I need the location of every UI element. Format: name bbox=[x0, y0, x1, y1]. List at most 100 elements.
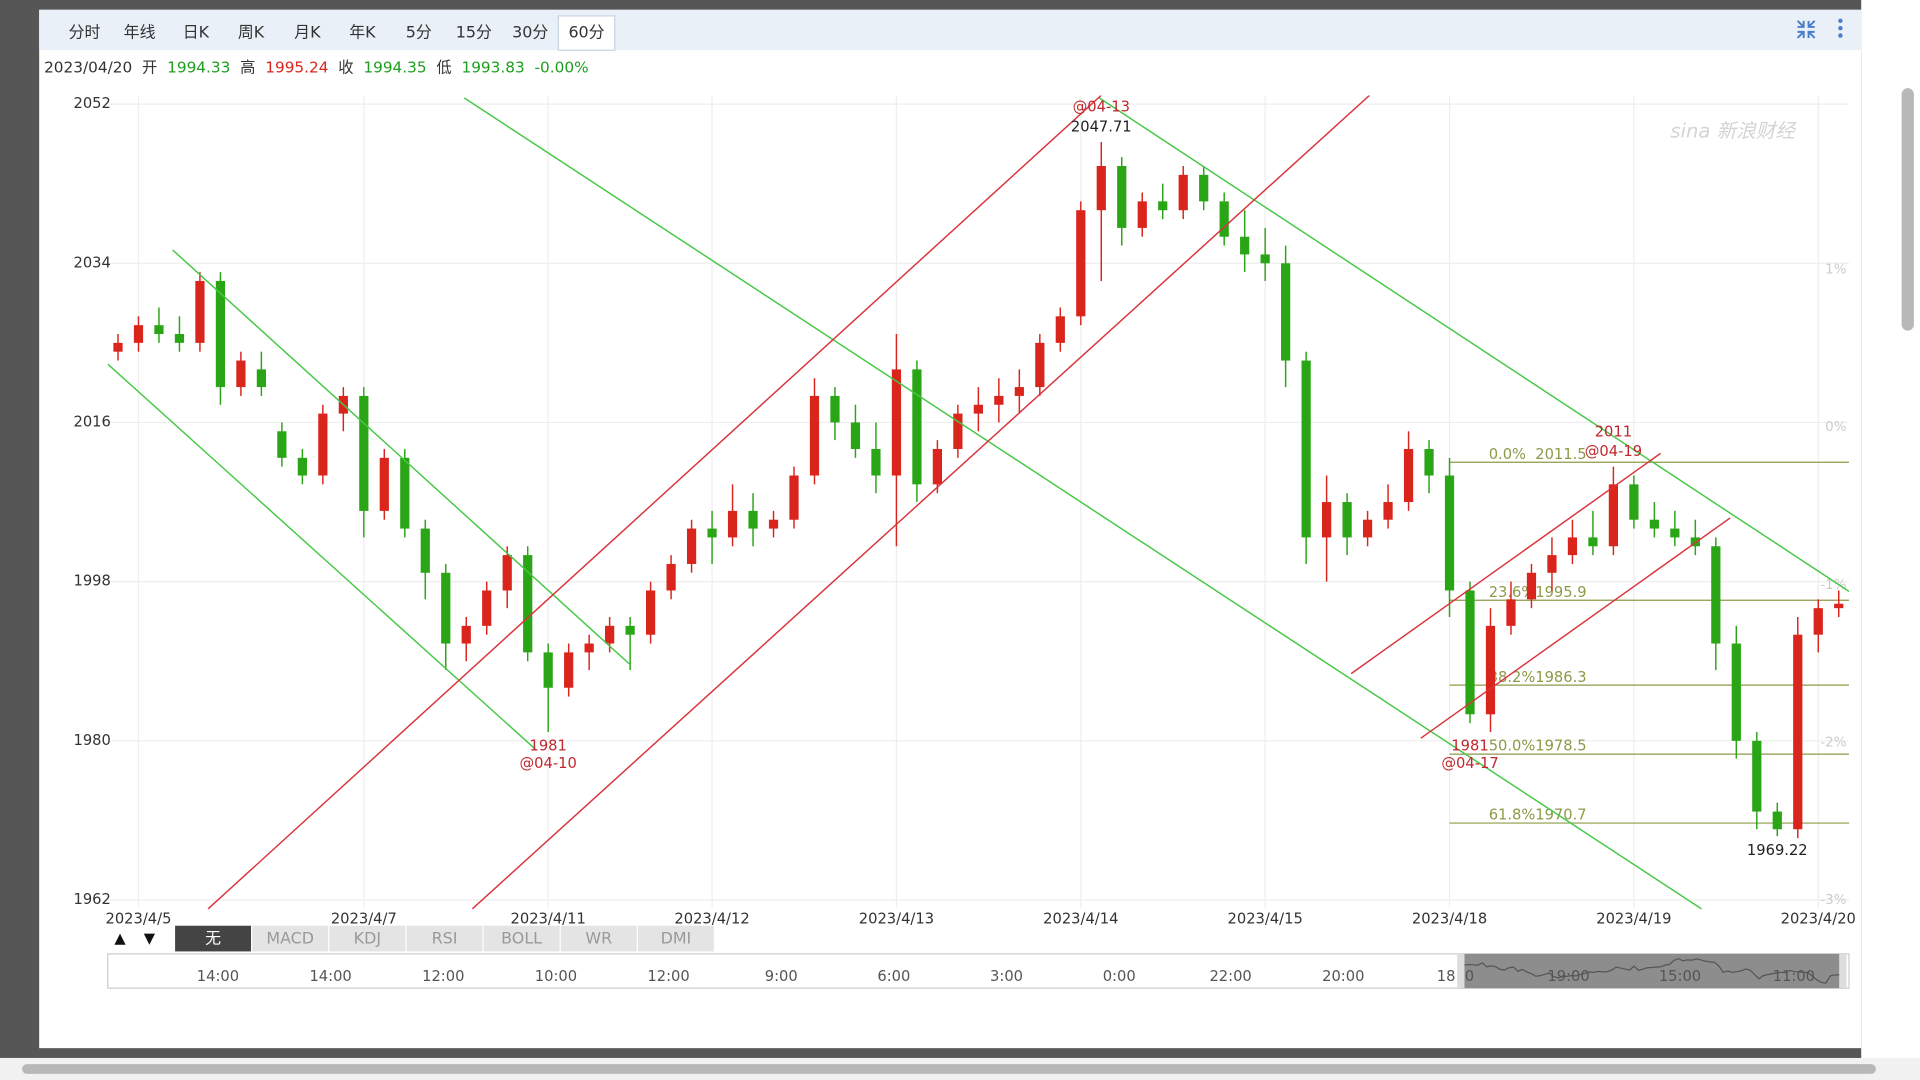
candle-body bbox=[1465, 590, 1475, 715]
y-tick-label: 1962 bbox=[73, 891, 110, 908]
candle-body bbox=[1117, 165, 1127, 228]
quote-close: 1994.35 bbox=[363, 58, 426, 76]
candle-body bbox=[768, 519, 779, 529]
candle-body bbox=[1281, 263, 1291, 361]
quote-open: 1994.33 bbox=[167, 58, 230, 76]
menu-icon[interactable] bbox=[1838, 18, 1843, 38]
candle-body bbox=[1322, 502, 1332, 538]
tab[interactable]: 5分 bbox=[406, 23, 432, 42]
indicator-tab-bg[interactable] bbox=[483, 925, 560, 952]
indicator-tab-bg[interactable] bbox=[329, 925, 406, 952]
candle-body bbox=[1813, 608, 1823, 635]
trend-line bbox=[1420, 517, 1731, 739]
indicator-tab-bg[interactable] bbox=[252, 925, 329, 952]
candle-body bbox=[1219, 201, 1229, 237]
active-tab[interactable] bbox=[557, 15, 616, 51]
indicator-tab-bg[interactable] bbox=[637, 925, 714, 952]
indicator-tab[interactable]: MACD bbox=[266, 929, 314, 948]
navigator-label: 12:00 bbox=[647, 968, 689, 985]
candle-body bbox=[1383, 502, 1393, 520]
navigator-handle[interactable] bbox=[1457, 953, 1465, 989]
tab[interactable]: 周K bbox=[238, 23, 265, 42]
tab[interactable]: 30分 bbox=[512, 23, 548, 42]
trend-line bbox=[463, 97, 1702, 910]
tab[interactable]: 15分 bbox=[456, 23, 492, 42]
navigator-handle[interactable] bbox=[1839, 953, 1847, 989]
fullscreen-icon[interactable] bbox=[1796, 20, 1816, 39]
indicator-tab[interactable]: KDJ bbox=[354, 929, 381, 948]
tab[interactable]: 日K bbox=[183, 23, 210, 42]
quote-high: 1995.24 bbox=[265, 58, 328, 76]
candle-body bbox=[1567, 537, 1578, 556]
navigator-line bbox=[1464, 957, 1840, 984]
tab[interactable]: 年线 bbox=[124, 23, 156, 42]
icon-path bbox=[1796, 20, 1816, 39]
quote-open-label: 开 bbox=[142, 58, 157, 76]
vertical-scrollbar[interactable] bbox=[1901, 88, 1914, 331]
indicator-tab-bg[interactable] bbox=[560, 925, 637, 952]
candle-body bbox=[1547, 555, 1557, 573]
x-tick-label: 2023/4/11 bbox=[511, 911, 586, 928]
x-tick-label: 2023/4/20 bbox=[1781, 911, 1856, 928]
indicator-tab[interactable]: RSI bbox=[432, 929, 458, 948]
annotation: @04-19 bbox=[1585, 443, 1642, 460]
candle-body bbox=[953, 413, 963, 449]
fib-level-label: 23.6% bbox=[1489, 584, 1536, 601]
navigator-label: 6:00 bbox=[877, 968, 910, 985]
indicator-arrow[interactable]: ▼ bbox=[144, 930, 156, 947]
candle-body bbox=[850, 422, 861, 449]
navigator-label: 14:00 bbox=[309, 968, 351, 985]
trend-line bbox=[207, 95, 1102, 910]
navigator-label: 19:00 bbox=[1547, 968, 1589, 985]
tab[interactable]: 60分 bbox=[568, 23, 604, 42]
indicator-tab[interactable]: DMI bbox=[661, 929, 692, 948]
quote-change: -0.00% bbox=[535, 58, 589, 76]
indicator-tab[interactable]: BOLL bbox=[501, 929, 542, 948]
indicator-arrow[interactable]: ▲ bbox=[114, 930, 126, 947]
navigator-label: 20:00 bbox=[1322, 968, 1364, 985]
candle-body bbox=[1506, 599, 1516, 626]
y-tick-label: 2052 bbox=[73, 95, 110, 112]
candle-body bbox=[1014, 387, 1024, 396]
x-tick-label: 2023/4/15 bbox=[1228, 911, 1303, 928]
candle-body bbox=[1362, 519, 1373, 538]
candle-body bbox=[543, 652, 553, 688]
dot bbox=[1838, 33, 1843, 38]
navigator-label: 14:00 bbox=[197, 968, 239, 985]
quote-low-label: 低 bbox=[436, 58, 451, 76]
x-tick-label: 2023/4/5 bbox=[105, 911, 171, 928]
fib-level-value: 1995.9 bbox=[1535, 584, 1586, 601]
candle-body bbox=[523, 555, 533, 653]
quote-line: 2023/04/20 开 1994.33 高 1995.24 收 1994.35… bbox=[44, 58, 589, 76]
annotation: @04-13 bbox=[1073, 99, 1130, 116]
navigator-label: 10:00 bbox=[535, 968, 577, 985]
horizontal-scrollbar[interactable] bbox=[22, 1064, 1876, 1074]
candle-body bbox=[318, 413, 328, 476]
y2-tick-label: 0% bbox=[1825, 420, 1847, 435]
annotation: 2047.71 bbox=[1071, 118, 1132, 135]
tab[interactable]: 年K bbox=[349, 23, 376, 42]
tab[interactable]: 月K bbox=[294, 23, 321, 42]
indicator-tab-bg[interactable] bbox=[175, 925, 252, 952]
annotation: 1981 bbox=[529, 738, 566, 755]
indicator-tab[interactable]: WR bbox=[585, 929, 612, 948]
x-tick-label: 2023/4/14 bbox=[1043, 911, 1118, 928]
quote-date: 2023/04/20 bbox=[44, 58, 132, 76]
fib-level-label: 61.8% bbox=[1489, 807, 1536, 824]
navigator-label: 11:00 bbox=[1773, 968, 1815, 985]
candle-body bbox=[1260, 254, 1270, 264]
indicator-tab-bg[interactable] bbox=[406, 925, 483, 952]
y2-tick-label: -3% bbox=[1820, 893, 1846, 908]
fib-level-value: 1970.7 bbox=[1535, 807, 1586, 824]
tab[interactable]: 分时 bbox=[69, 23, 101, 42]
candle-body bbox=[1342, 502, 1352, 538]
fib-level-label: 0.0% bbox=[1489, 446, 1526, 463]
candle-body bbox=[994, 395, 1004, 405]
candle-body bbox=[1526, 572, 1537, 600]
candle-body bbox=[1444, 475, 1455, 591]
indicator-tab[interactable]: 无 bbox=[205, 929, 221, 948]
navigator-label: 0:00 bbox=[1103, 968, 1136, 985]
chart-panel bbox=[39, 9, 1862, 1049]
candle-body bbox=[932, 448, 943, 485]
